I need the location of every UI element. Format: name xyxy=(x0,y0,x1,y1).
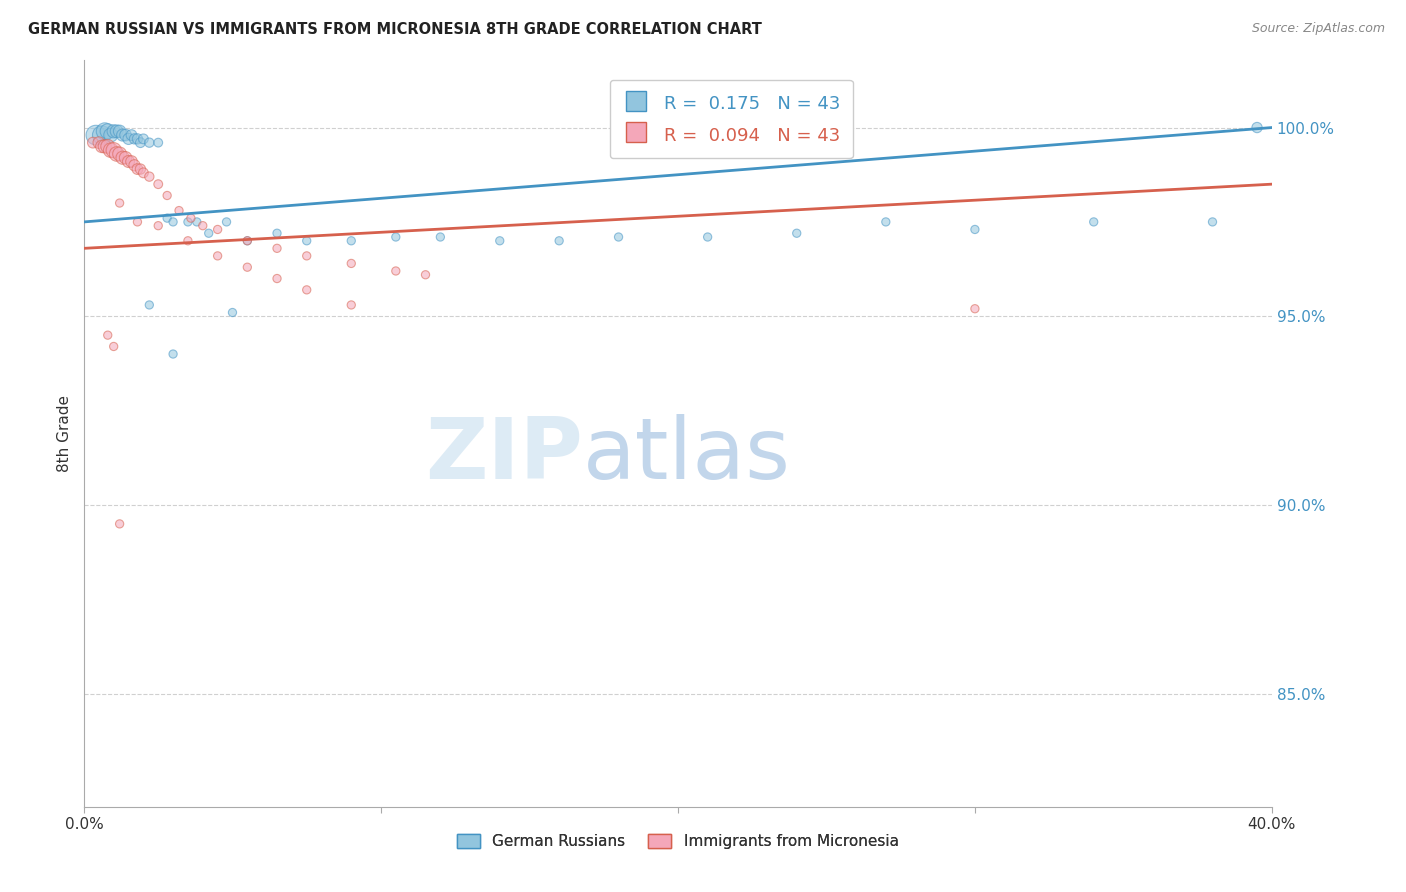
Point xyxy=(1246,120,1268,135)
Point xyxy=(1201,215,1223,229)
Point xyxy=(94,139,117,153)
Point xyxy=(696,230,718,244)
Point xyxy=(295,249,318,263)
Point xyxy=(127,162,149,177)
Point xyxy=(180,211,202,226)
Point xyxy=(548,234,571,248)
Point xyxy=(1083,215,1105,229)
Point xyxy=(340,256,363,270)
Point xyxy=(94,124,117,138)
Point xyxy=(207,249,229,263)
Point xyxy=(156,188,179,202)
Point xyxy=(117,154,139,169)
Point xyxy=(138,136,160,150)
Point xyxy=(295,283,318,297)
Point xyxy=(82,136,104,150)
Point xyxy=(162,347,184,361)
Point xyxy=(340,234,363,248)
Point xyxy=(97,328,120,343)
Point xyxy=(100,143,122,157)
Text: ZIP: ZIP xyxy=(425,414,583,497)
Point xyxy=(124,132,146,146)
Point xyxy=(385,264,408,278)
Point xyxy=(148,136,170,150)
Point xyxy=(266,226,288,240)
Point xyxy=(111,151,134,165)
Point xyxy=(162,215,184,229)
Point xyxy=(207,222,229,236)
Point xyxy=(786,226,808,240)
Text: atlas: atlas xyxy=(583,414,792,497)
Point xyxy=(124,158,146,172)
Point xyxy=(90,139,112,153)
Point xyxy=(138,169,160,184)
Point xyxy=(215,215,238,229)
Point xyxy=(129,162,152,177)
Point xyxy=(108,196,131,211)
Point xyxy=(103,339,125,353)
Point xyxy=(105,147,128,161)
Point xyxy=(963,301,986,316)
Point xyxy=(963,222,986,236)
Point xyxy=(100,128,122,142)
Point xyxy=(221,305,243,319)
Point xyxy=(197,226,219,240)
Point xyxy=(97,124,120,138)
Legend: German Russians, Immigrants from Micronesia: German Russians, Immigrants from Microne… xyxy=(451,828,904,855)
Point xyxy=(111,128,134,142)
Point xyxy=(121,128,143,142)
Point xyxy=(607,230,630,244)
Point xyxy=(340,298,363,312)
Point xyxy=(84,128,107,142)
Point xyxy=(295,234,318,248)
Point xyxy=(114,151,136,165)
Point xyxy=(156,211,179,226)
Point xyxy=(186,215,208,229)
Point xyxy=(385,230,408,244)
Point xyxy=(105,124,128,138)
Point xyxy=(90,128,112,142)
Point xyxy=(191,219,214,233)
Point xyxy=(236,234,259,248)
Point xyxy=(148,219,170,233)
Point xyxy=(117,132,139,146)
Point xyxy=(108,516,131,531)
Point xyxy=(429,230,451,244)
Point xyxy=(415,268,437,282)
Point xyxy=(132,132,155,146)
Point xyxy=(129,136,152,150)
Point xyxy=(97,139,120,153)
Point xyxy=(148,177,170,191)
Point xyxy=(177,234,200,248)
Point xyxy=(103,143,125,157)
Point xyxy=(236,260,259,275)
Point xyxy=(236,234,259,248)
Point xyxy=(87,136,110,150)
Point xyxy=(121,154,143,169)
Point xyxy=(114,128,136,142)
Point xyxy=(875,215,897,229)
Point xyxy=(127,132,149,146)
Point xyxy=(266,271,288,285)
Text: GERMAN RUSSIAN VS IMMIGRANTS FROM MICRONESIA 8TH GRADE CORRELATION CHART: GERMAN RUSSIAN VS IMMIGRANTS FROM MICRON… xyxy=(28,22,762,37)
Point xyxy=(127,215,149,229)
Point xyxy=(488,234,510,248)
Point xyxy=(103,124,125,138)
Point xyxy=(138,298,160,312)
Text: Source: ZipAtlas.com: Source: ZipAtlas.com xyxy=(1251,22,1385,36)
Point xyxy=(266,241,288,255)
Point xyxy=(167,203,190,218)
Y-axis label: 8th Grade: 8th Grade xyxy=(58,395,72,472)
Point xyxy=(132,166,155,180)
Point xyxy=(108,147,131,161)
Point xyxy=(177,215,200,229)
Point xyxy=(108,124,131,138)
